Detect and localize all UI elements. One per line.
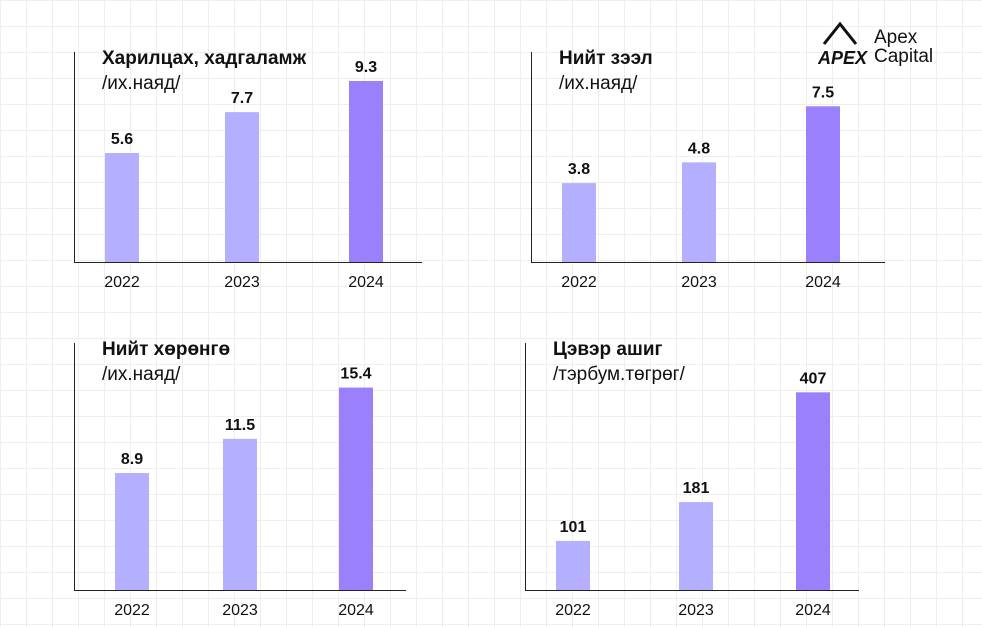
bar-2023	[682, 162, 716, 262]
chart-unit: /тэрбум.төгрөг/	[553, 364, 685, 385]
data-label-2022: 101	[560, 519, 587, 536]
bar-2022	[556, 540, 590, 590]
tick-label-2024: 2024	[348, 274, 384, 291]
chart-unit: /их.наяд/	[559, 73, 638, 94]
logo-name-line1: Apex	[874, 27, 918, 48]
bar-2024	[339, 387, 373, 590]
chart-panel-net-profit: Цэвэр ашиг /тэрбум.төгрөг/ 101 2022 181 202…	[525, 335, 859, 627]
data-label-2023: 7.7	[231, 90, 253, 107]
data-label-2024: 7.5	[812, 84, 834, 101]
bar-2023	[225, 112, 259, 262]
bar-2022	[115, 473, 149, 590]
tick-label-2023: 2023	[224, 274, 260, 291]
bar-2024	[806, 106, 840, 263]
data-label-2022: 5.6	[111, 131, 133, 148]
chart-plot: 5.6 2022 7.7 2023 9.3 2024	[74, 52, 422, 291]
chart-unit: /их.наяд/	[102, 73, 181, 94]
chart-title: Цэвэр ашиг	[553, 339, 663, 360]
chart-title: Нийт зээл	[559, 48, 653, 69]
data-label-2023: 11.5	[225, 417, 255, 434]
tick-label-2024: 2024	[338, 602, 374, 619]
tick-label-2023: 2023	[678, 602, 714, 619]
data-label-2023: 181	[683, 480, 710, 497]
tick-label-2022: 2022	[114, 602, 150, 619]
bar-2023	[679, 502, 713, 590]
data-label-2024: 407	[800, 370, 827, 387]
chart-plot: 3.8 2022 4.8 2023 7.5 2024	[531, 52, 885, 291]
chart-title: Харилцах, хадгаламж	[102, 48, 307, 69]
tick-label-2023: 2023	[681, 274, 717, 291]
data-label-2022: 3.8	[568, 161, 590, 178]
chart-unit: /их.наяд/	[102, 364, 181, 385]
bar-2024	[349, 80, 383, 262]
bar-2022	[562, 183, 596, 262]
data-label-2024: 15.4	[340, 366, 371, 383]
data-label-2024: 9.3	[355, 59, 377, 76]
bar-2023	[223, 438, 257, 590]
tick-label-2022: 2022	[555, 602, 591, 619]
chart-title: Нийт хөрөнгө	[102, 339, 231, 360]
chart-panel-deposits: Харилцах, хадгаламж /их.наяд/ 5.6 2022 7.7…	[74, 44, 422, 294]
bar-2022	[105, 153, 139, 262]
chart-panel-loans: Нийт зээл /их.наяд/ 3.8 2022 4.8 2023 7.5 202…	[531, 44, 885, 294]
tick-label-2024: 2024	[795, 602, 831, 619]
tick-label-2022: 2022	[104, 274, 140, 291]
data-label-2023: 4.8	[688, 140, 710, 157]
tick-label-2024: 2024	[805, 274, 841, 291]
logo-name-line2: Capital	[874, 46, 934, 67]
tick-label-2022: 2022	[561, 274, 597, 291]
chart-panel-assets: Нийт хөрөнгө /их.наяд/ 8.9 2022 11.5 2023 15…	[74, 335, 406, 627]
apex-capital-logo: APEX Apex Capital	[818, 22, 953, 68]
apex-logo-mark-icon: APEX	[818, 22, 868, 68]
chart-plot: 8.9 2022 11.5 2023 15.4 2024	[74, 343, 406, 619]
chart-plot: 101 2022 181 2023 407 2024	[525, 343, 859, 619]
bar-2024	[796, 392, 830, 590]
apex-logo-mark-text: APEX	[818, 48, 868, 68]
tick-label-2023: 2023	[222, 602, 258, 619]
data-label-2022: 8.9	[121, 451, 143, 468]
